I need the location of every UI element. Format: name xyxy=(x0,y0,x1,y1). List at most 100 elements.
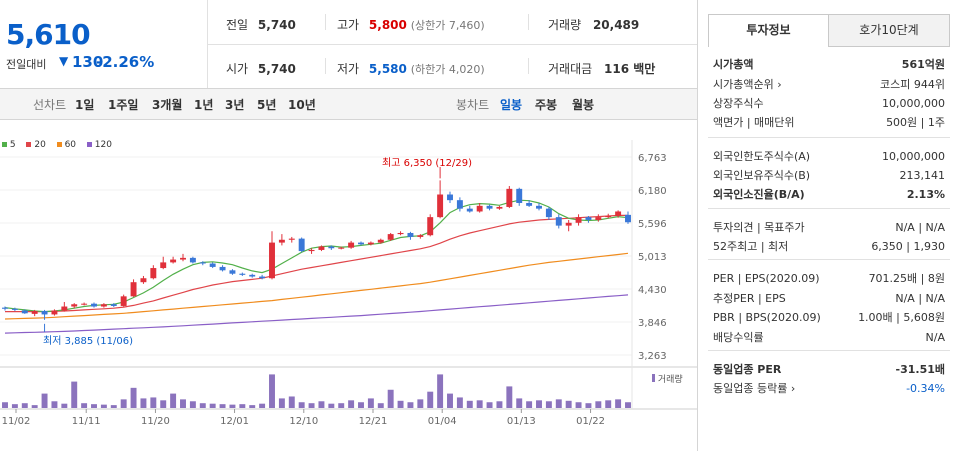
open-value: 5,740 xyxy=(257,62,296,76)
tab-weekly-candle[interactable]: 주봉 xyxy=(535,98,558,112)
candle-body xyxy=(199,262,206,264)
info-row-value: N/A | N/A xyxy=(895,292,945,305)
candle-body xyxy=(249,274,256,277)
x-tick-label: 12/01 xyxy=(220,416,249,427)
volume-legend-label: 거래량 xyxy=(657,375,683,385)
volume-bar xyxy=(11,404,18,408)
period-item[interactable]: 3년 xyxy=(225,98,245,112)
volume-bar xyxy=(447,393,453,408)
volume-bar xyxy=(120,399,127,408)
info-row-value: -0.34% xyxy=(906,382,945,395)
divider xyxy=(325,14,326,30)
volume-bar xyxy=(209,403,216,408)
volume-bar xyxy=(71,381,78,408)
volume-bar xyxy=(545,401,552,408)
candle-body xyxy=(496,206,503,209)
candle-body xyxy=(417,235,424,237)
candle-body xyxy=(486,205,493,209)
prev-close-value: 5,740 xyxy=(257,18,296,32)
info-row: 상장주식수 10,000,000 xyxy=(713,95,945,113)
volume-bar xyxy=(318,401,325,408)
info-row: PER | EPS(2020.09) 701.25배 | 8원 xyxy=(713,270,945,288)
volume-bar xyxy=(21,403,28,408)
period-item[interactable]: 3개월 xyxy=(152,98,183,112)
info-row-label: 시가총액 xyxy=(713,58,754,71)
info-row-label: 동일업종 PER xyxy=(713,363,782,376)
open-label: 시가 xyxy=(226,62,249,76)
candle-body xyxy=(358,242,364,245)
volume-bar xyxy=(358,402,364,408)
info-divider xyxy=(708,259,950,260)
volume-bar xyxy=(555,399,562,408)
volume-bar xyxy=(575,402,582,408)
candle-body xyxy=(259,276,266,279)
info-row: 시가총액 561억원 xyxy=(713,56,945,74)
prev-close-label: 전일 xyxy=(226,18,249,32)
change-percent: -2.26% xyxy=(96,53,155,71)
volume-bar xyxy=(367,398,374,408)
y-tick-label: 4,430 xyxy=(638,285,667,296)
volume-bar xyxy=(199,403,206,408)
divider xyxy=(528,14,529,30)
candle-body xyxy=(476,205,483,212)
candle-body xyxy=(278,239,285,243)
candle-body xyxy=(437,194,444,218)
candle-body xyxy=(348,242,355,248)
header-mid-divider xyxy=(207,44,697,45)
x-tick-label: 11/11 xyxy=(72,416,101,427)
volume-bar xyxy=(348,400,355,408)
candle-body xyxy=(239,273,246,275)
volume-bar xyxy=(100,404,107,408)
candle-body xyxy=(170,259,177,263)
high-label: 고가 xyxy=(337,18,360,32)
info-row-value: 1.00배 | 5,608원 xyxy=(858,311,945,324)
volume-bar xyxy=(298,402,305,408)
y-tick-label: 5,013 xyxy=(638,252,667,263)
ma60-legend: 60 xyxy=(64,140,77,150)
volume-bar xyxy=(219,404,226,408)
candle-body xyxy=(585,217,592,220)
candle-body xyxy=(536,205,542,209)
volume-bar xyxy=(61,403,68,408)
volume-bar xyxy=(387,389,394,408)
tab-daily-candle[interactable]: 일봉 xyxy=(500,98,523,112)
volume-bar xyxy=(269,374,275,408)
ma20-line xyxy=(5,214,628,313)
period-item[interactable]: 1일 xyxy=(75,98,95,112)
info-row-value: 10,000,000 xyxy=(882,97,945,110)
volume-bar xyxy=(160,400,167,408)
period-item[interactable]: 1주일 xyxy=(108,98,139,112)
info-row-value: 10,000,000 xyxy=(882,150,945,163)
volume-bar xyxy=(51,401,58,408)
info-row-label: 액면가 | 매매단위 xyxy=(713,116,795,129)
period-item[interactable]: 1년 xyxy=(194,98,214,112)
candle-body xyxy=(2,307,8,309)
low-label: 저가 xyxy=(337,62,360,76)
tab-orderbook[interactable]: 호가10단계 xyxy=(828,14,950,47)
y-tick-label: 6,180 xyxy=(638,186,667,197)
info-row: 추정PER | EPS N/A | N/A xyxy=(713,290,945,308)
volume-bar xyxy=(565,400,572,408)
info-divider xyxy=(708,137,950,138)
volume-bar xyxy=(536,400,542,408)
info-row[interactable]: 시가총액순위 › 코스피 944위 xyxy=(713,76,945,94)
candle-body xyxy=(21,310,28,314)
x-tick-label: 01/22 xyxy=(576,416,605,427)
ma-legend: 5 20 60 120 xyxy=(0,140,112,150)
y-tick-label: 6,763 xyxy=(638,153,667,164)
price-chart[interactable]: 6,763 6,180 5,596 5,013 4,430 3,846 3,263 11/02… xyxy=(0,120,697,451)
info-row-label: 추정PER | EPS xyxy=(713,292,786,305)
volume-legend-swatch xyxy=(652,374,655,382)
candle-body xyxy=(160,262,167,269)
volume-bar xyxy=(437,374,444,408)
info-row: 동일업종 PER -31.51배 xyxy=(713,361,945,379)
volume-bar xyxy=(526,401,533,408)
candle-body xyxy=(387,234,394,240)
tab-investment-info[interactable]: 투자정보 xyxy=(708,14,829,47)
period-item[interactable]: 5년 xyxy=(257,98,277,112)
period-item[interactable]: 10년 xyxy=(288,98,316,112)
amount-label: 거래대금 xyxy=(548,62,593,76)
info-row-label: 외국인소진율(B/A) xyxy=(713,188,805,201)
info-row[interactable]: 동일업종 등락률 › -0.34% xyxy=(713,380,945,398)
tab-monthly-candle[interactable]: 월봉 xyxy=(572,98,595,112)
